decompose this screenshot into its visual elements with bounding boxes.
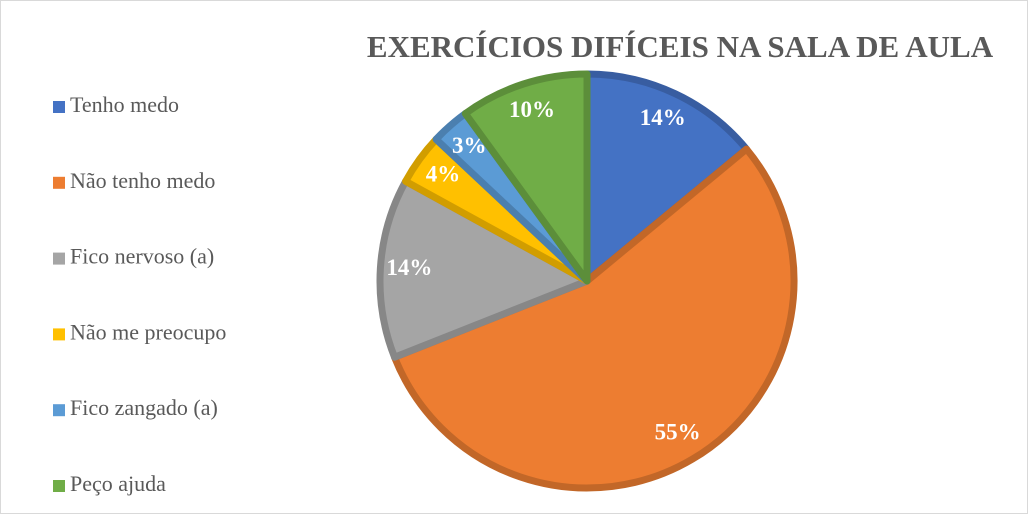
legend-label: Tenho medo (70, 92, 179, 117)
pie-slice (391, 145, 798, 492)
legend-swatch (53, 101, 65, 113)
legend-label: Fico nervoso (a) (70, 244, 214, 269)
legend-label: Não me preocupo (70, 319, 226, 344)
data-label: 4% (426, 162, 461, 187)
legend-swatch (53, 328, 65, 341)
legend-label: Fico zangado (a) (70, 395, 218, 420)
legend-label: Peço ajuda (70, 471, 166, 496)
pie-slice (461, 70, 591, 285)
data-label: 14% (386, 255, 432, 280)
data-label: 10% (509, 97, 555, 122)
pie-slice (583, 70, 750, 285)
legend-label: Não tenho medo (70, 168, 215, 193)
pie-slice (376, 177, 591, 361)
data-label: 55% (655, 419, 701, 444)
legend-swatch (53, 480, 65, 492)
chart-title: EXERCÍCIOS DIFÍCEIS NA SALA DE AULA (367, 29, 994, 64)
legend-swatch (53, 252, 65, 265)
legend-swatch (53, 404, 65, 417)
data-label: 14% (640, 105, 686, 130)
legend-swatch (53, 176, 65, 189)
